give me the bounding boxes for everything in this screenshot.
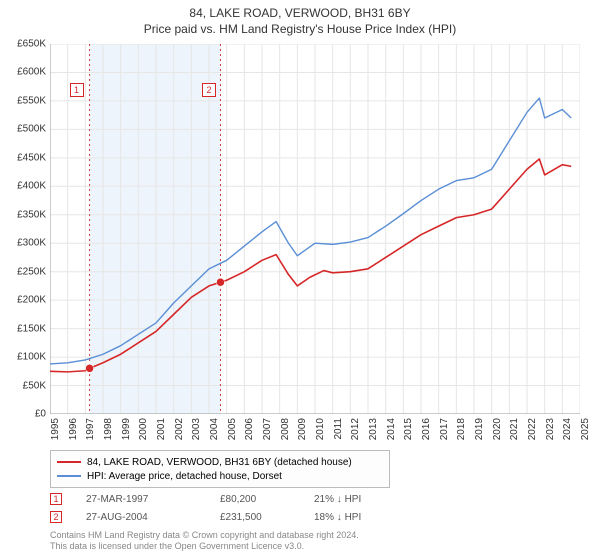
y-tick-label: £600K xyxy=(17,67,46,78)
chart-area: £0£50K£100K£150K£200K£250K£300K£350K£400… xyxy=(50,44,580,414)
x-tick-label: 2004 xyxy=(209,418,220,440)
y-tick-label: £350K xyxy=(17,209,46,220)
footer-line-1: Contains HM Land Registry data © Crown c… xyxy=(50,530,359,541)
legend-swatch xyxy=(57,461,81,463)
event-date: 27-AUG-2004 xyxy=(86,512,196,523)
x-tick-label: 1998 xyxy=(103,418,114,440)
chart-event-marker: 2 xyxy=(202,83,216,97)
x-tick-label: 2024 xyxy=(562,418,573,440)
y-tick-label: £200K xyxy=(17,295,46,306)
x-tick-label: 2014 xyxy=(386,418,397,440)
x-tick-label: 2008 xyxy=(280,418,291,440)
event-marker: 1 xyxy=(50,493,62,505)
x-tick-label: 2019 xyxy=(474,418,485,440)
footer-line-2: This data is licensed under the Open Gov… xyxy=(50,541,359,552)
event-delta: 18% ↓ HPI xyxy=(314,512,404,523)
event-price: £231,500 xyxy=(220,512,290,523)
events-table: 1 27-MAR-1997 £80,200 21% ↓ HPI 2 27-AUG-2004… xyxy=(50,490,404,526)
page-subtitle: Price paid vs. HM Land Registry's House … xyxy=(0,20,600,36)
y-tick-label: £50K xyxy=(23,380,46,391)
x-tick-label: 2015 xyxy=(403,418,414,440)
x-tick-label: 2018 xyxy=(456,418,467,440)
x-tick-label: 2012 xyxy=(350,418,361,440)
x-tick-label: 2002 xyxy=(174,418,185,440)
x-tick-label: 1999 xyxy=(121,418,132,440)
event-marker: 2 xyxy=(50,511,62,523)
x-tick-label: 2013 xyxy=(368,418,379,440)
x-tick-label: 2021 xyxy=(509,418,520,440)
event-row: 2 27-AUG-2004 £231,500 18% ↓ HPI xyxy=(50,508,404,526)
legend-label: 84, LAKE ROAD, VERWOOD, BH31 6BY (detach… xyxy=(87,457,352,468)
y-tick-label: £0 xyxy=(35,409,46,420)
x-tick-label: 2017 xyxy=(439,418,450,440)
chart-event-marker: 1 xyxy=(70,83,84,97)
legend: 84, LAKE ROAD, VERWOOD, BH31 6BY (detach… xyxy=(50,450,390,488)
x-tick-label: 2010 xyxy=(315,418,326,440)
page-title: 84, LAKE ROAD, VERWOOD, BH31 6BY xyxy=(0,0,600,20)
y-tick-label: £250K xyxy=(17,266,46,277)
y-tick-label: £100K xyxy=(17,352,46,363)
y-tick-label: £550K xyxy=(17,95,46,106)
x-tick-label: 2005 xyxy=(227,418,238,440)
x-tick-label: 1995 xyxy=(50,418,61,440)
legend-label: HPI: Average price, detached house, Dors… xyxy=(87,471,282,482)
event-delta: 21% ↓ HPI xyxy=(314,494,404,505)
x-tick-label: 2001 xyxy=(156,418,167,440)
y-tick-label: £300K xyxy=(17,238,46,249)
y-tick-label: £650K xyxy=(17,39,46,50)
x-tick-label: 2009 xyxy=(297,418,308,440)
x-tick-label: 2006 xyxy=(244,418,255,440)
y-tick-label: £500K xyxy=(17,124,46,135)
x-tick-label: 2025 xyxy=(580,418,591,440)
legend-row: 84, LAKE ROAD, VERWOOD, BH31 6BY (detach… xyxy=(57,455,383,469)
legend-row: HPI: Average price, detached house, Dors… xyxy=(57,469,383,483)
legend-swatch xyxy=(57,475,81,477)
x-tick-label: 2023 xyxy=(545,418,556,440)
x-tick-label: 2007 xyxy=(262,418,273,440)
event-price: £80,200 xyxy=(220,494,290,505)
y-tick-label: £450K xyxy=(17,152,46,163)
x-tick-label: 2011 xyxy=(333,418,344,440)
event-row: 1 27-MAR-1997 £80,200 21% ↓ HPI xyxy=(50,490,404,508)
x-tick-label: 2016 xyxy=(421,418,432,440)
x-tick-label: 1996 xyxy=(68,418,79,440)
y-tick-label: £150K xyxy=(17,323,46,334)
event-date: 27-MAR-1997 xyxy=(86,494,196,505)
x-tick-label: 2000 xyxy=(138,418,149,440)
x-tick-label: 2003 xyxy=(191,418,202,440)
x-tick-label: 1997 xyxy=(85,418,96,440)
x-tick-label: 2022 xyxy=(527,418,538,440)
y-tick-label: £400K xyxy=(17,181,46,192)
chart-svg xyxy=(50,44,580,414)
x-tick-label: 2020 xyxy=(492,418,503,440)
footer: Contains HM Land Registry data © Crown c… xyxy=(50,530,359,552)
